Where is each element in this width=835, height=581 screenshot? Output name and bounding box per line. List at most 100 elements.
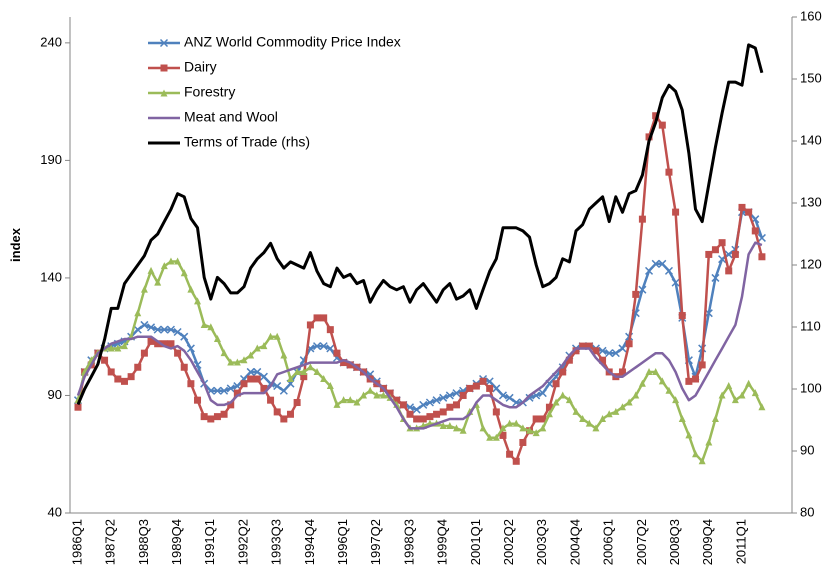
marker — [319, 342, 328, 351]
marker — [293, 367, 301, 375]
marker — [373, 391, 381, 399]
marker — [147, 266, 155, 274]
marker — [412, 405, 421, 414]
marker — [692, 450, 700, 458]
legend-label: ANZ World Commodity Price Index — [184, 34, 401, 50]
marker — [665, 386, 673, 394]
marker — [240, 380, 248, 388]
marker — [492, 408, 500, 416]
marker — [672, 208, 680, 216]
marker — [300, 367, 308, 375]
marker — [320, 375, 328, 383]
marker — [499, 424, 507, 432]
marker — [512, 419, 520, 427]
marker — [552, 380, 560, 388]
marker — [758, 403, 766, 411]
marker — [425, 398, 434, 407]
marker — [572, 407, 580, 415]
marker — [140, 320, 149, 329]
marker — [300, 373, 308, 381]
y-axis-label: index — [8, 227, 23, 262]
marker — [459, 426, 467, 434]
marker — [685, 377, 693, 385]
marker — [505, 393, 514, 402]
x-tick-label: 1992Q2 — [235, 519, 250, 565]
marker — [452, 389, 461, 398]
legend-label: Forestry — [184, 84, 235, 100]
marker — [247, 351, 255, 359]
marker — [140, 285, 148, 293]
marker — [326, 344, 335, 353]
marker — [246, 367, 255, 376]
marker — [698, 457, 706, 465]
marker — [432, 396, 441, 405]
marker — [180, 363, 188, 371]
marker — [273, 382, 282, 391]
marker — [538, 389, 547, 398]
marker — [167, 340, 175, 348]
marker — [413, 415, 421, 423]
legend-label: Meat and Wool — [184, 109, 278, 125]
marker — [625, 398, 633, 406]
marker — [240, 356, 248, 364]
marker — [439, 393, 448, 402]
x-tick-label: 1998Q3 — [401, 519, 416, 565]
marker — [280, 351, 288, 359]
marker — [227, 401, 235, 409]
marker — [539, 415, 547, 423]
marker — [346, 361, 354, 369]
marker — [599, 356, 607, 364]
marker — [200, 320, 208, 328]
marker — [280, 415, 288, 423]
marker — [745, 208, 753, 216]
marker — [406, 410, 414, 418]
marker — [658, 259, 667, 268]
marker — [519, 438, 527, 446]
marker — [174, 257, 182, 265]
marker — [611, 349, 620, 358]
marker — [638, 379, 646, 387]
marker — [678, 312, 686, 320]
x-tick-label: 2011Q1 — [733, 519, 748, 564]
marker — [140, 349, 148, 357]
marker — [592, 424, 600, 432]
marker — [167, 257, 175, 265]
marker — [333, 400, 341, 408]
marker — [173, 327, 182, 337]
y-tick-label: 190 — [40, 152, 62, 167]
x-tick-label: 2009Q4 — [700, 519, 715, 565]
marker — [472, 382, 480, 390]
legend-label: Dairy — [184, 59, 217, 75]
marker — [585, 419, 593, 427]
marker — [286, 410, 294, 418]
marker — [452, 424, 460, 432]
x-tick-label: 1991Q1 — [202, 519, 217, 565]
marker — [585, 342, 593, 350]
x-tick-label: 1994Q4 — [302, 519, 317, 565]
marker — [419, 415, 427, 423]
marker — [114, 375, 122, 383]
marker — [74, 403, 82, 411]
marker — [220, 386, 229, 395]
marker — [506, 419, 514, 427]
marker — [439, 422, 447, 430]
marker — [187, 285, 195, 293]
marker — [286, 375, 294, 383]
marker — [340, 359, 348, 367]
marker — [711, 273, 720, 282]
marker — [180, 269, 188, 277]
legend-marker — [160, 89, 168, 97]
marker — [652, 112, 660, 120]
marker — [532, 415, 540, 423]
marker — [572, 347, 580, 355]
marker — [618, 344, 627, 353]
marker — [253, 367, 262, 376]
marker — [525, 393, 534, 402]
y-tick-label: 40 — [48, 504, 62, 519]
marker — [120, 377, 128, 385]
marker — [632, 290, 640, 298]
marker — [306, 321, 314, 329]
marker — [466, 384, 474, 392]
marker — [645, 367, 653, 375]
marker — [665, 168, 673, 176]
